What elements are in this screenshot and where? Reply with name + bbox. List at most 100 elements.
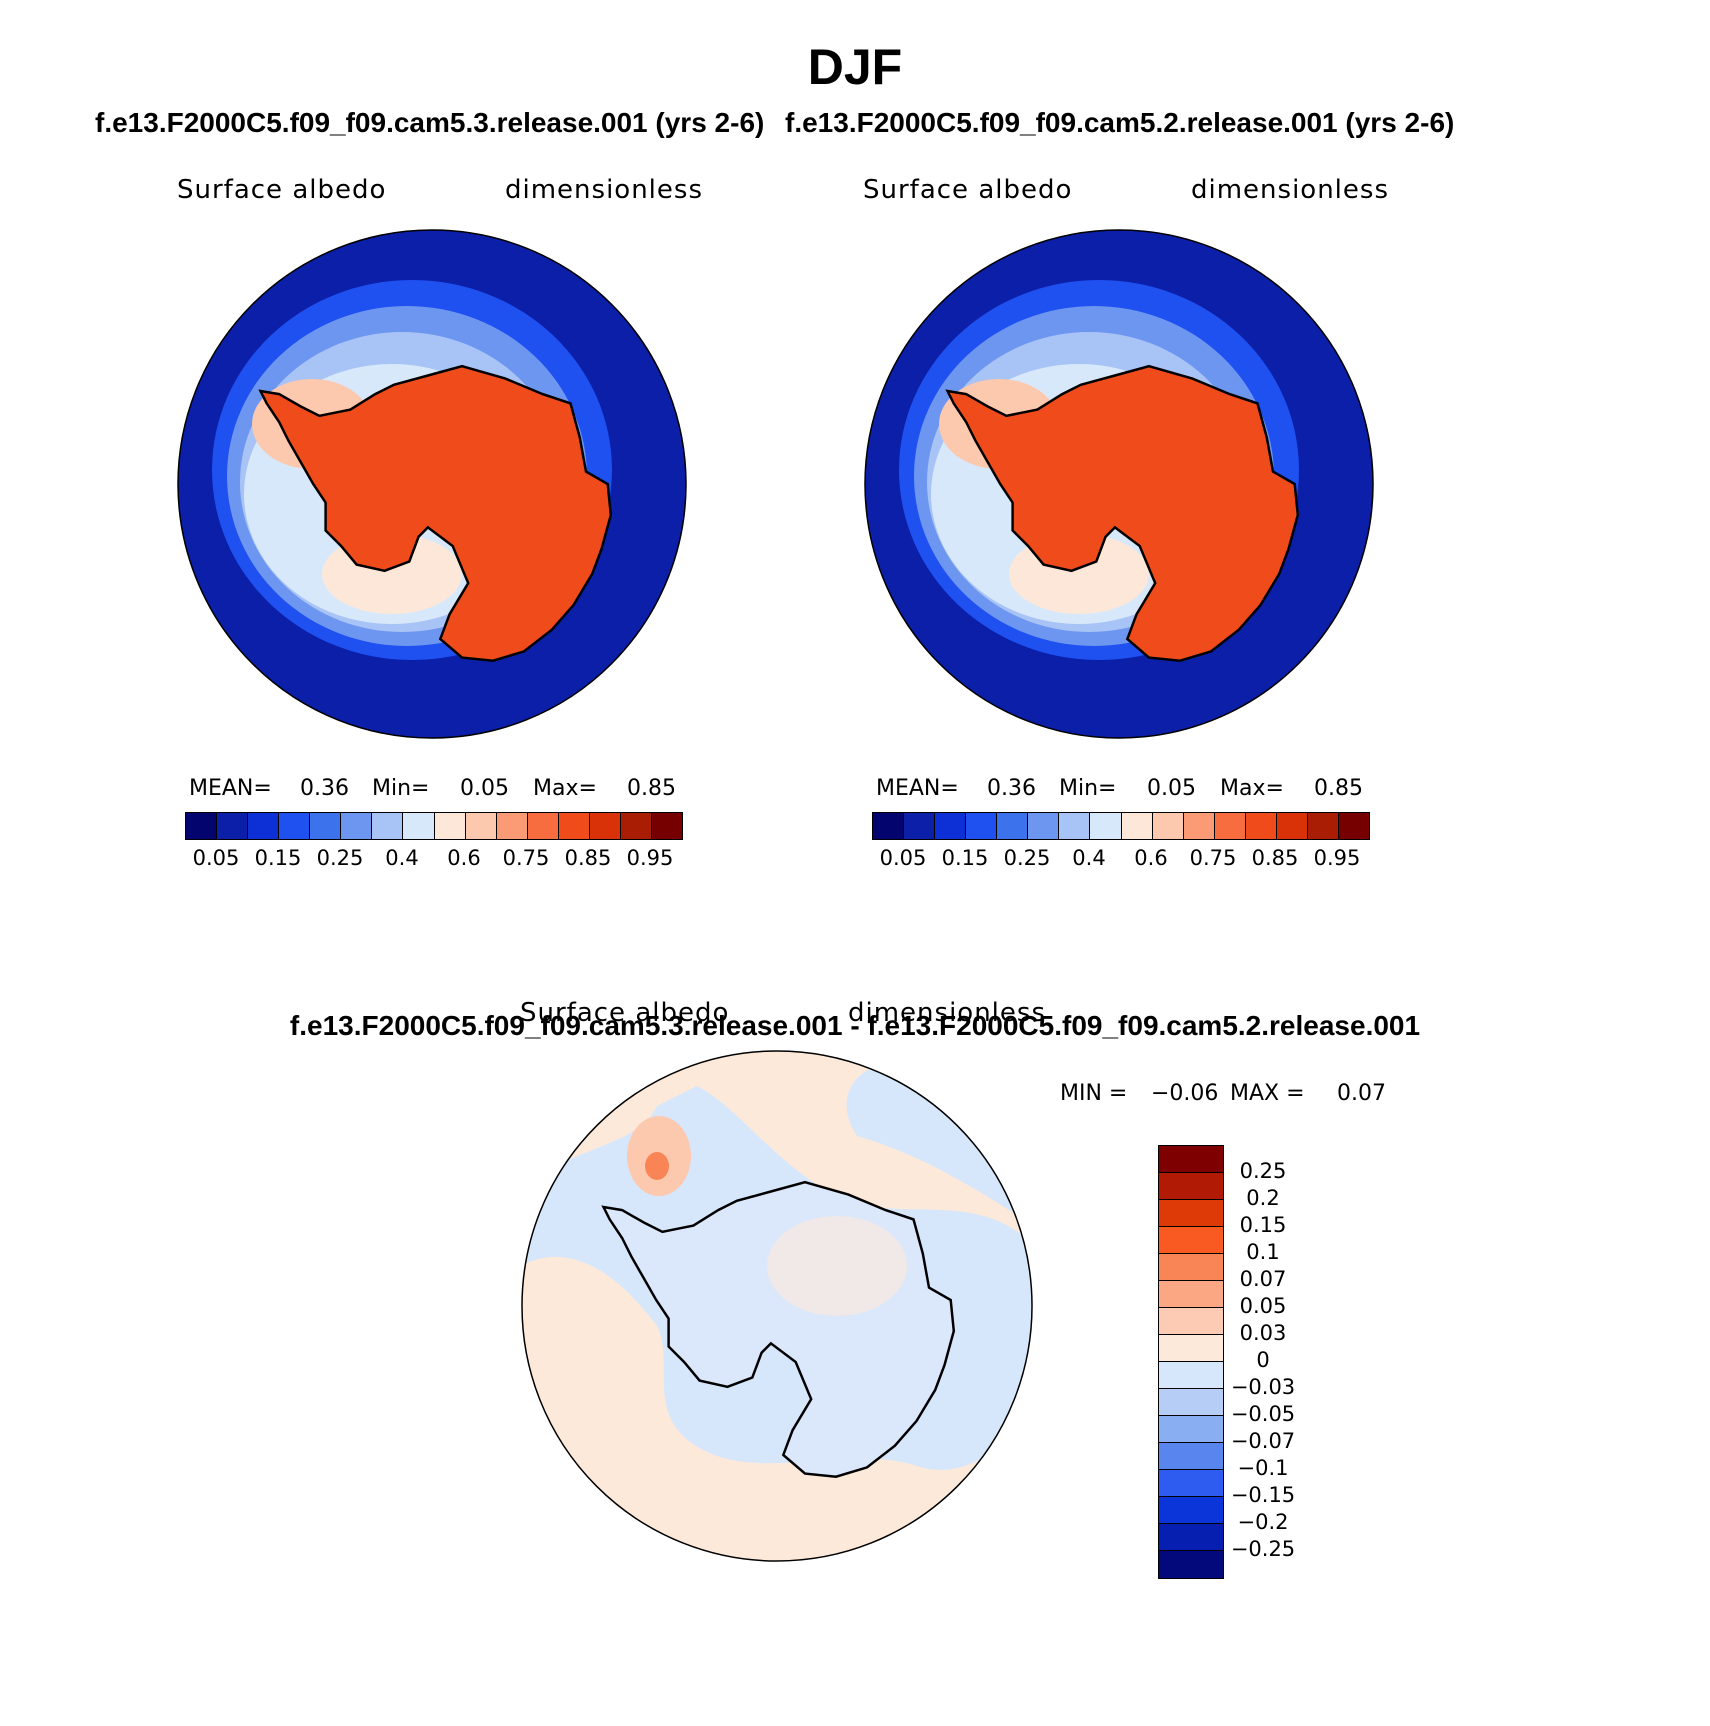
left-panel-units: dimensionless bbox=[505, 175, 703, 205]
colorbar-segment bbox=[1159, 1254, 1223, 1281]
colorbar-tick-label: 0.6 bbox=[447, 846, 481, 870]
colorbar-segment bbox=[248, 813, 280, 839]
left-min-label: Min= bbox=[372, 776, 430, 801]
left-panel-variable: Surface albedo bbox=[177, 175, 387, 205]
left-colorbar bbox=[185, 812, 683, 840]
colorbar-tick-label: 0.05 bbox=[192, 846, 240, 870]
colorbar-segment bbox=[1276, 813, 1308, 839]
difference-colorbar bbox=[1158, 1145, 1224, 1579]
colorbar-level-label: −0.07 bbox=[1230, 1429, 1296, 1453]
colorbar-segment bbox=[341, 813, 373, 839]
left-mean-value: 0.36 bbox=[300, 776, 349, 801]
colorbar-tick-label: 0.95 bbox=[626, 846, 674, 870]
diff-negative-region-2 bbox=[846, 1066, 1032, 1226]
right-colorbar bbox=[872, 812, 1370, 840]
colorbar-tick-label: 0.15 bbox=[941, 846, 989, 870]
difference-polar-map bbox=[521, 1050, 1033, 1562]
colorbar-segment bbox=[1159, 1227, 1223, 1254]
colorbar-segment bbox=[372, 813, 404, 839]
colorbar-segment bbox=[1159, 1470, 1223, 1497]
diff-peninsula-peak bbox=[645, 1152, 669, 1180]
colorbar-tick-label: 0.6 bbox=[1134, 846, 1168, 870]
colorbar-segment bbox=[620, 813, 652, 839]
colorbar-segment bbox=[1090, 813, 1122, 839]
colorbar-level-label: 0.25 bbox=[1239, 1159, 1287, 1183]
colorbar-tick-label: 0.4 bbox=[1072, 846, 1106, 870]
colorbar-segment bbox=[217, 813, 249, 839]
colorbar-level-label: −0.25 bbox=[1230, 1537, 1296, 1561]
colorbar-tick-label: 0.05 bbox=[879, 846, 927, 870]
colorbar-segment bbox=[1159, 1362, 1223, 1389]
colorbar-segment bbox=[279, 813, 311, 839]
right-mean-value: 0.36 bbox=[987, 776, 1036, 801]
colorbar-segment bbox=[527, 813, 559, 839]
colorbar-tick-label: 0.25 bbox=[316, 846, 364, 870]
colorbar-level-label: −0.2 bbox=[1237, 1510, 1289, 1534]
colorbar-segment bbox=[1159, 1416, 1223, 1443]
left-max-label: Max= bbox=[533, 776, 597, 801]
colorbar-tick-label: 0.75 bbox=[1189, 846, 1237, 870]
colorbar-segment bbox=[651, 813, 682, 839]
colorbar-segment bbox=[1159, 1335, 1223, 1362]
colorbar-tick-label: 0.15 bbox=[254, 846, 302, 870]
colorbar-segment bbox=[1159, 1308, 1223, 1335]
right-polar-map bbox=[864, 229, 1374, 739]
left-colorbar-ticks: 0.05 0.15 0.25 0.4 0.6 0.75 0.85 0.95 bbox=[185, 846, 681, 872]
colorbar-segment bbox=[1159, 1173, 1223, 1200]
colorbar-segment bbox=[1307, 813, 1339, 839]
left-max-value: 0.85 bbox=[627, 776, 676, 801]
colorbar-level-label: −0.05 bbox=[1230, 1402, 1296, 1426]
colorbar-segment bbox=[1159, 1200, 1223, 1227]
colorbar-level-label: −0.1 bbox=[1237, 1456, 1289, 1480]
colorbar-segment bbox=[1028, 813, 1060, 839]
left-mean-label: MEAN= bbox=[189, 776, 272, 801]
colorbar-segment bbox=[1159, 1443, 1223, 1470]
right-colorbar-ticks: 0.05 0.15 0.25 0.4 0.6 0.75 0.85 0.95 bbox=[872, 846, 1368, 872]
colorbar-segment bbox=[904, 813, 936, 839]
right-min-value: 0.05 bbox=[1147, 776, 1196, 801]
colorbar-segment bbox=[873, 813, 905, 839]
left-min-value: 0.05 bbox=[460, 776, 509, 801]
left-polar-map bbox=[177, 229, 687, 739]
diff-min-value: −0.06 bbox=[1151, 1081, 1219, 1106]
right-max-value: 0.85 bbox=[1314, 776, 1363, 801]
colorbar-level-label: 0.2 bbox=[1246, 1186, 1280, 1210]
colorbar-tick-label: 0.25 bbox=[1003, 846, 1051, 870]
colorbar-tick-label: 0.95 bbox=[1313, 846, 1361, 870]
colorbar-segment bbox=[1159, 1146, 1223, 1173]
map-border bbox=[521, 1050, 1033, 1562]
diff-panel-units: dimensionless bbox=[848, 998, 1046, 1028]
colorbar-level-label: 0.05 bbox=[1239, 1294, 1287, 1318]
diff-min-label: MIN = bbox=[1060, 1081, 1128, 1106]
colorbar-segment bbox=[1159, 1497, 1223, 1524]
colorbar-segment bbox=[1159, 1524, 1223, 1551]
colorbar-segment bbox=[1159, 1281, 1223, 1308]
colorbar-segment bbox=[558, 813, 590, 839]
colorbar-level-label: 0.07 bbox=[1239, 1267, 1287, 1291]
colorbar-segment bbox=[1338, 813, 1369, 839]
map-border bbox=[864, 229, 1374, 739]
colorbar-segment bbox=[589, 813, 621, 839]
right-panel-case-title: f.e13.F2000C5.f09_f09.cam5.2.release.001… bbox=[785, 107, 1455, 138]
colorbar-segment bbox=[997, 813, 1029, 839]
colorbar-tick-label: 0.85 bbox=[564, 846, 612, 870]
colorbar-level-label: 0.03 bbox=[1239, 1321, 1287, 1345]
colorbar-segment bbox=[310, 813, 342, 839]
right-min-label: Min= bbox=[1059, 776, 1117, 801]
diff-max-label: MAX = bbox=[1230, 1081, 1305, 1106]
colorbar-segment bbox=[966, 813, 998, 839]
diff-panel-variable: Surface albedo bbox=[520, 998, 730, 1028]
colorbar-tick-label: 0.75 bbox=[502, 846, 550, 870]
difference-case-title: f.e13.F2000C5.f09_f09.cam5.3.release.001… bbox=[289, 1010, 1421, 1041]
right-panel-variable: Surface albedo bbox=[863, 175, 1073, 205]
colorbar-segment bbox=[1059, 813, 1091, 839]
colorbar-segment bbox=[434, 813, 466, 839]
colorbar-level-label: 0.15 bbox=[1239, 1213, 1287, 1237]
diff-max-value: 0.07 bbox=[1337, 1081, 1386, 1106]
right-mean-label: MEAN= bbox=[876, 776, 959, 801]
colorbar-segment bbox=[1121, 813, 1153, 839]
colorbar-segment bbox=[1183, 813, 1215, 839]
colorbar-segment bbox=[496, 813, 528, 839]
colorbar-level-label: −0.15 bbox=[1230, 1483, 1296, 1507]
map-border bbox=[177, 229, 687, 739]
